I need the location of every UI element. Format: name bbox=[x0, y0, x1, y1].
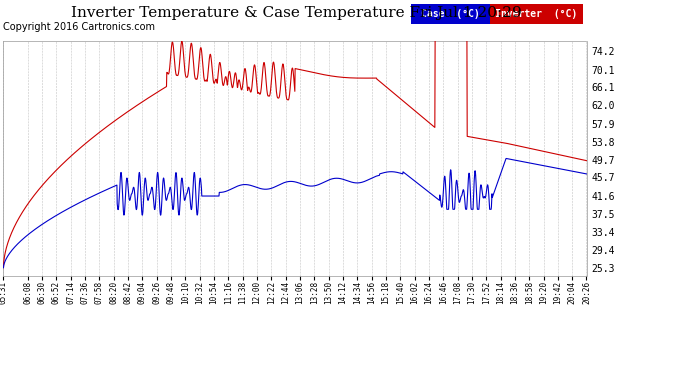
Text: Case  (°C): Case (°C) bbox=[421, 9, 480, 19]
Text: Inverter Temperature & Case Temperature Fri Jul 1 20:29: Inverter Temperature & Case Temperature … bbox=[71, 6, 522, 20]
Text: Copyright 2016 Cartronics.com: Copyright 2016 Cartronics.com bbox=[3, 22, 155, 33]
Text: Inverter  (°C): Inverter (°C) bbox=[495, 9, 578, 19]
